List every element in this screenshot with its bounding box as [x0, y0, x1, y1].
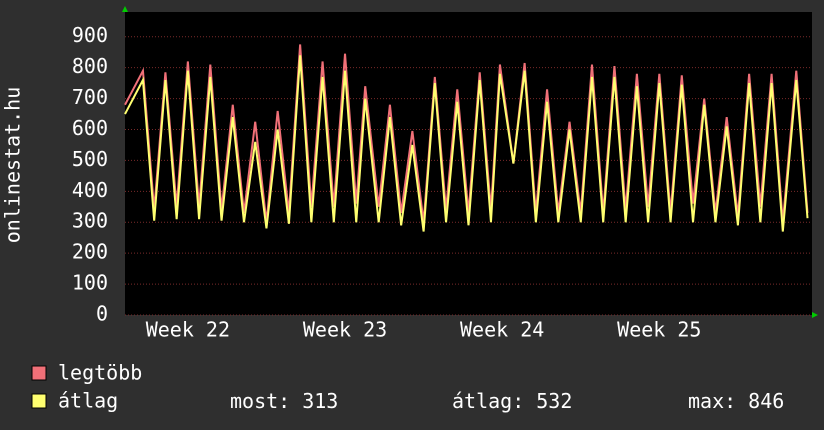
stat-value: 846 [748, 389, 784, 413]
stat-label: most: [230, 389, 290, 413]
legend-swatch [31, 365, 47, 381]
stat: most: 313 [230, 389, 338, 413]
stat-label: max: [688, 389, 736, 413]
y-tick-label: 600 [72, 116, 108, 140]
legend-label: legtöbb [58, 361, 142, 385]
axis-arrow [122, 6, 128, 12]
x-tick-label: Week 24 [460, 318, 544, 342]
y-tick-label: 300 [72, 209, 108, 233]
legend-swatch [31, 393, 47, 409]
stat-value: 532 [536, 389, 572, 413]
y-tick-label: 700 [72, 85, 108, 109]
series-line [124, 55, 809, 232]
stat: átlag: 532 [452, 389, 572, 413]
stat-value: 313 [302, 389, 338, 413]
y-tick-label: 400 [72, 178, 108, 202]
y-tick-label: 200 [72, 240, 108, 264]
y-tick-label: 800 [72, 54, 108, 78]
x-tick-label: Week 25 [617, 318, 701, 342]
axis-arrow [812, 312, 818, 318]
x-tick-label: Week 22 [146, 318, 230, 342]
y-tick-label: 900 [72, 23, 108, 47]
y-tick-label: 500 [72, 147, 108, 171]
stat: max: 846 [688, 389, 784, 413]
y-axis-label: onlinestat.hu [1, 87, 25, 244]
legend-label: átlag [58, 389, 118, 413]
y-tick-label: 100 [72, 271, 108, 295]
x-tick-label: Week 23 [303, 318, 387, 342]
stat-label: átlag: [452, 389, 524, 413]
y-tick-label: 0 [96, 302, 108, 326]
